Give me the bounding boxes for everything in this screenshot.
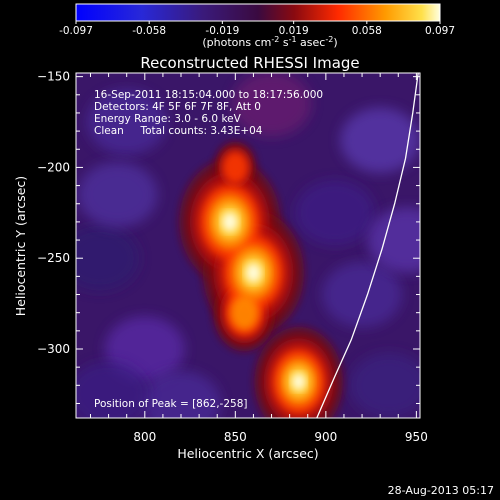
chart-title: Reconstructed RHESSI Image (140, 54, 359, 72)
x-axis-label: Heliocentric X (arcsec) (177, 446, 318, 461)
colorbar: -0.097 -0.058 -0.019 0.019 0.058 0.097 (photo… (59, 3, 455, 49)
background-patch-11 (367, 207, 420, 273)
x-tick-label-1: 850 (224, 430, 247, 444)
x-tick-label-2: 900 (314, 430, 337, 444)
annotation-time-range: 16-Sep-2011 18:15:04.000 to 18:17:56.000 (94, 89, 323, 101)
background-patch-0 (86, 89, 167, 155)
colorbar-tick-label-4: 0.058 (352, 25, 382, 37)
plot-frame (75, 72, 421, 419)
background-patch-7 (77, 162, 158, 228)
y-tick-label-3: −300 (37, 342, 70, 356)
annotation-detectors: Detectors: 4F 5F 6F 7F 8F, Att 0 (94, 101, 261, 113)
background-patch-9 (231, 73, 312, 137)
y-tick-label-1: −200 (37, 160, 70, 174)
background-patch-4 (322, 261, 402, 328)
x-axis-ticks: 800 850 900 950 (89, 73, 428, 444)
colorbar-ticks: -0.097 -0.058 -0.019 0.019 0.058 0.097 (59, 21, 455, 37)
colorbar-unit-label: (photons cm-2 s-1 asec-2) (202, 35, 337, 49)
background-patch-10 (76, 361, 149, 418)
y-tick-label-0: −150 (37, 70, 70, 84)
annotation-block: 16-Sep-2011 18:15:04.000 to 18:17:56.000… (94, 89, 323, 137)
annotation-energy-range: Energy Range: 3.0 - 6.0 keV (94, 113, 242, 125)
x-tick-label-0: 800 (133, 430, 156, 444)
colorbar-frame (75, 3, 441, 22)
peak-position-label: Position of Peak = [862,-258] (94, 398, 248, 410)
emission-source-4-layer-2 (222, 151, 248, 184)
background-patch-6 (141, 370, 221, 418)
footer-timestamp: 28-Aug-2013 05:17 (388, 484, 494, 497)
y-axis-label: Heliocentric Y (arcsec) (13, 176, 28, 316)
colorbar-tick-label-1: -0.058 (132, 25, 166, 37)
emission-source-0-layer-5 (221, 212, 238, 232)
emission-layer (179, 141, 343, 418)
background-patch-3 (340, 107, 420, 173)
plot-area (76, 73, 420, 418)
x-tick-label-3: 950 (405, 430, 428, 444)
colorbar-tick-label-3: 0.019 (279, 25, 309, 37)
colorbar-tick-label-5: 0.097 (425, 25, 455, 37)
background-texture (76, 73, 420, 418)
emission-source-3-layer-3 (230, 295, 259, 331)
colorbar-tick-label-0: -0.097 (59, 25, 93, 37)
y-axis-ticks: −150 −200 −250 −300 (37, 70, 420, 404)
colorbar-gradient (76, 4, 440, 21)
background-patch-1 (76, 225, 140, 291)
emission-source-1-layer-5 (245, 262, 262, 283)
y-tick-label-2: −250 (37, 251, 70, 265)
background-patch-8 (295, 180, 375, 246)
solar-limb-curve (316, 73, 419, 418)
annotation-total-counts: Clean Total counts: 3.43E+04 (94, 125, 263, 137)
emission-source-2-layer-5 (291, 373, 306, 391)
colorbar-tick-label-2: -0.019 (205, 25, 239, 37)
background-patch-5 (349, 352, 420, 418)
